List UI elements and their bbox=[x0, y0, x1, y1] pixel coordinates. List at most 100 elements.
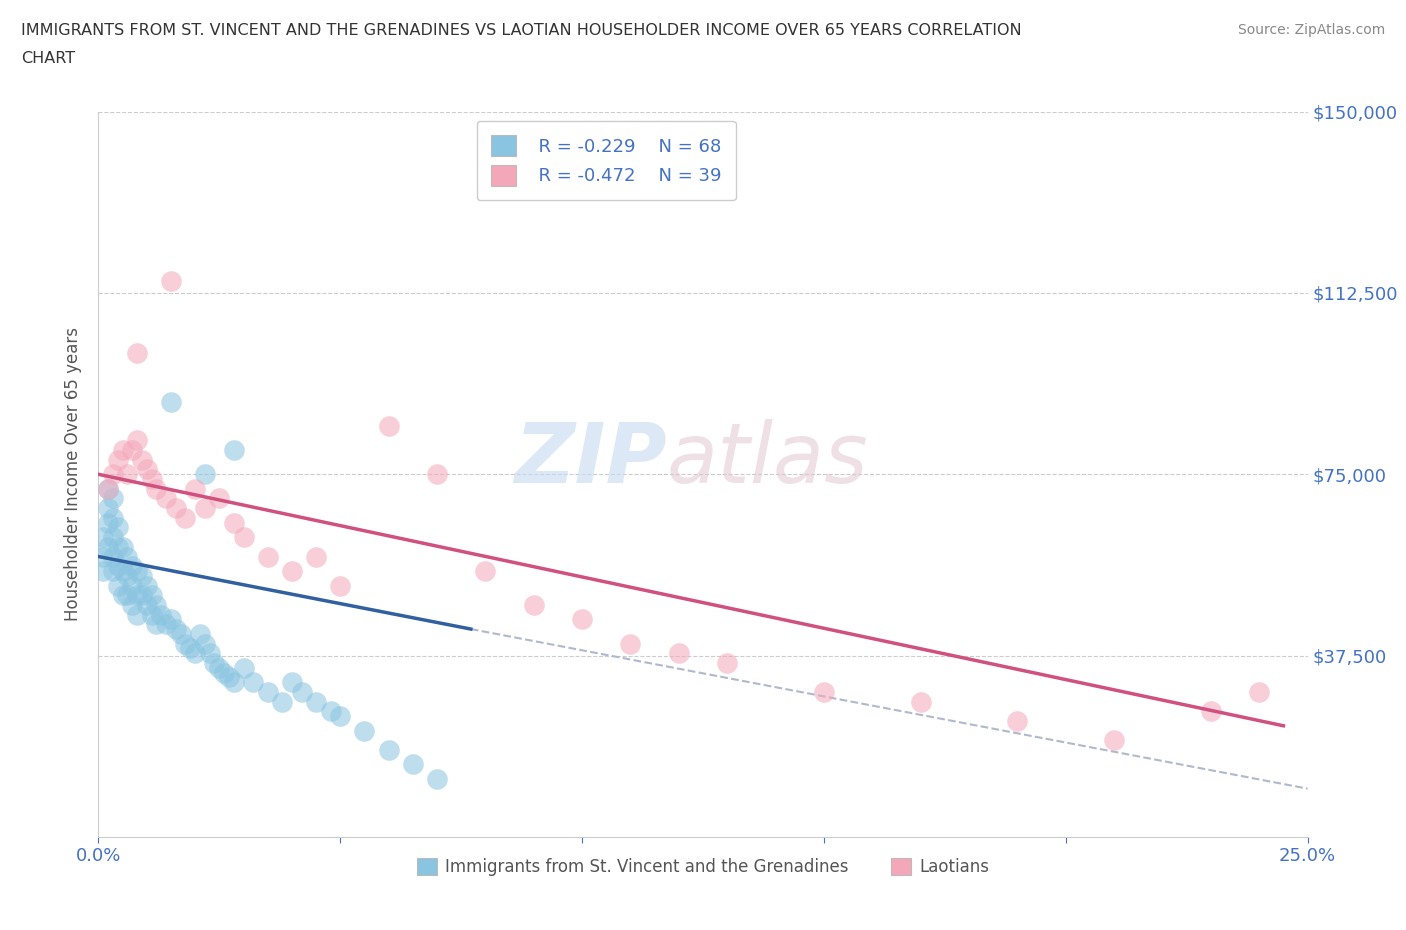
Point bbox=[107, 559, 129, 574]
Point bbox=[101, 491, 124, 506]
Point bbox=[1102, 733, 1125, 748]
Point bbox=[117, 467, 139, 482]
Point bbox=[121, 443, 143, 458]
Point bbox=[101, 564, 124, 578]
Point bbox=[131, 568, 153, 583]
Point bbox=[619, 636, 641, 651]
Point bbox=[222, 515, 245, 530]
Point bbox=[160, 394, 183, 409]
Point bbox=[127, 433, 149, 448]
Point bbox=[256, 684, 278, 699]
Point bbox=[271, 694, 294, 709]
Point bbox=[377, 742, 399, 757]
Point bbox=[117, 588, 139, 603]
Point bbox=[571, 612, 593, 627]
Point bbox=[910, 694, 932, 709]
Point bbox=[329, 709, 352, 724]
Point bbox=[111, 539, 134, 554]
Point bbox=[141, 607, 163, 622]
Point bbox=[290, 684, 312, 699]
Point bbox=[111, 588, 134, 603]
Point bbox=[127, 564, 149, 578]
Point bbox=[121, 578, 143, 593]
Point bbox=[184, 482, 207, 497]
Point bbox=[813, 684, 835, 699]
Point bbox=[160, 612, 183, 627]
Point bbox=[208, 491, 231, 506]
Point bbox=[135, 578, 157, 593]
Point bbox=[281, 675, 304, 690]
Point bbox=[145, 597, 167, 612]
Point bbox=[218, 670, 240, 684]
Point bbox=[426, 467, 449, 482]
Point bbox=[141, 588, 163, 603]
Point bbox=[198, 645, 221, 660]
Point bbox=[101, 530, 124, 545]
Point bbox=[523, 597, 546, 612]
Point bbox=[101, 549, 124, 564]
Point bbox=[426, 772, 449, 787]
Point bbox=[165, 500, 187, 515]
Point bbox=[117, 549, 139, 564]
Point bbox=[135, 597, 157, 612]
Point bbox=[97, 515, 120, 530]
Point bbox=[232, 530, 254, 545]
Point bbox=[145, 617, 167, 631]
Text: CHART: CHART bbox=[21, 51, 75, 66]
Point bbox=[121, 559, 143, 574]
Point bbox=[319, 704, 342, 719]
Point bbox=[194, 467, 217, 482]
Point bbox=[222, 443, 245, 458]
Point bbox=[111, 443, 134, 458]
Point bbox=[222, 675, 245, 690]
Point bbox=[184, 645, 207, 660]
Legend: Immigrants from St. Vincent and the Grenadines, Laotians: Immigrants from St. Vincent and the Gren… bbox=[411, 852, 995, 883]
Point bbox=[127, 607, 149, 622]
Point bbox=[165, 621, 187, 636]
Point bbox=[1007, 713, 1029, 728]
Point bbox=[377, 418, 399, 433]
Point bbox=[402, 757, 425, 772]
Point bbox=[212, 665, 235, 680]
Point bbox=[155, 491, 177, 506]
Point bbox=[97, 482, 120, 497]
Y-axis label: Householder Income Over 65 years: Householder Income Over 65 years bbox=[65, 327, 83, 621]
Point bbox=[474, 564, 496, 578]
Point bbox=[117, 568, 139, 583]
Point bbox=[91, 564, 114, 578]
Text: Source: ZipAtlas.com: Source: ZipAtlas.com bbox=[1237, 23, 1385, 37]
Point bbox=[131, 588, 153, 603]
Text: IMMIGRANTS FROM ST. VINCENT AND THE GRENADINES VS LAOTIAN HOUSEHOLDER INCOME OVE: IMMIGRANTS FROM ST. VINCENT AND THE GREN… bbox=[21, 23, 1022, 38]
Point bbox=[1199, 704, 1222, 719]
Point bbox=[188, 627, 211, 642]
Point bbox=[107, 452, 129, 467]
Point bbox=[91, 530, 114, 545]
Point bbox=[97, 482, 120, 497]
Point bbox=[127, 346, 149, 361]
Point bbox=[1249, 684, 1271, 699]
Point bbox=[305, 549, 328, 564]
Point bbox=[208, 660, 231, 675]
Point bbox=[281, 564, 304, 578]
Point bbox=[174, 511, 197, 525]
Point bbox=[107, 539, 129, 554]
Point bbox=[194, 636, 217, 651]
Point bbox=[107, 520, 129, 535]
Point bbox=[155, 617, 177, 631]
Point bbox=[668, 645, 690, 660]
Point bbox=[131, 452, 153, 467]
Point bbox=[179, 641, 201, 656]
Point bbox=[232, 660, 254, 675]
Point bbox=[174, 636, 197, 651]
Point bbox=[194, 500, 217, 515]
Point bbox=[256, 549, 278, 564]
Point bbox=[111, 564, 134, 578]
Point bbox=[204, 656, 226, 671]
Point bbox=[141, 472, 163, 486]
Point bbox=[716, 656, 738, 671]
Point bbox=[353, 724, 375, 738]
Point bbox=[169, 627, 191, 642]
Point bbox=[145, 482, 167, 497]
Point bbox=[91, 549, 114, 564]
Point bbox=[160, 273, 183, 288]
